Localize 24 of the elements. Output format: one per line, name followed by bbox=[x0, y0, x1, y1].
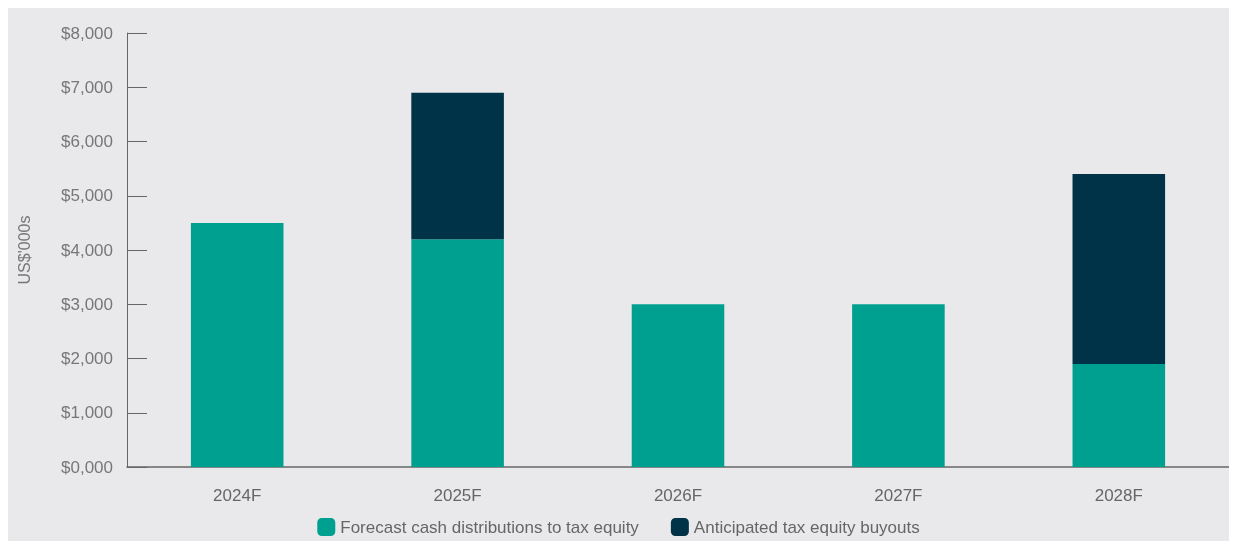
x-tick-label: 2026F bbox=[653, 486, 703, 505]
legend-label: Forecast cash distributions to tax equity bbox=[340, 517, 640, 537]
bar bbox=[190, 222, 284, 467]
y-tick-label: $0,000 bbox=[61, 457, 113, 477]
bar bbox=[852, 304, 945, 467]
bar bbox=[411, 239, 504, 467]
y-tick-label: $3,000 bbox=[61, 294, 113, 314]
bar bbox=[631, 304, 725, 467]
bar bbox=[411, 92, 504, 240]
x-tick-label: 2027F bbox=[874, 486, 923, 505]
y-tick-label: $4,000 bbox=[61, 240, 113, 260]
legend-label: Anticipated tax equity buyouts bbox=[693, 517, 920, 537]
x-tick-label: 2028F bbox=[1094, 486, 1143, 505]
x-tick-label: 2025F bbox=[433, 486, 482, 505]
x-tick-label: 2024F bbox=[213, 486, 262, 505]
y-tick-label: $7,000 bbox=[61, 77, 113, 97]
y-tick-label: $8,000 bbox=[61, 23, 113, 43]
y-tick-label: $2,000 bbox=[61, 349, 113, 368]
y-axis-title: US$'000s bbox=[15, 215, 33, 285]
bar bbox=[1072, 174, 1166, 364]
bar bbox=[1072, 363, 1166, 467]
y-tick-label: $6,000 bbox=[61, 132, 113, 151]
y-tick-label: $1,000 bbox=[61, 403, 113, 423]
y-tick-label: $5,000 bbox=[61, 186, 113, 206]
